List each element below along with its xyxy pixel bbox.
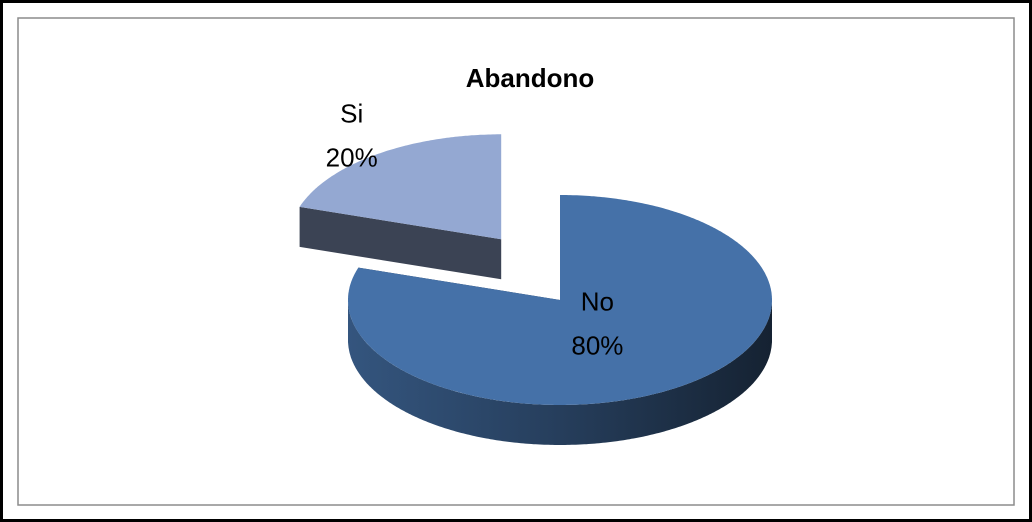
slice	[348, 195, 772, 405]
slice	[299, 134, 502, 240]
chart-title: Abandono	[466, 63, 595, 93]
slice-label: Si	[340, 98, 363, 128]
slice-value-label: 80%	[571, 330, 623, 360]
slice-face	[299, 206, 502, 280]
slice-label: No	[581, 286, 614, 316]
slice-side	[348, 300, 772, 445]
slice-value-label: 20%	[326, 142, 378, 172]
